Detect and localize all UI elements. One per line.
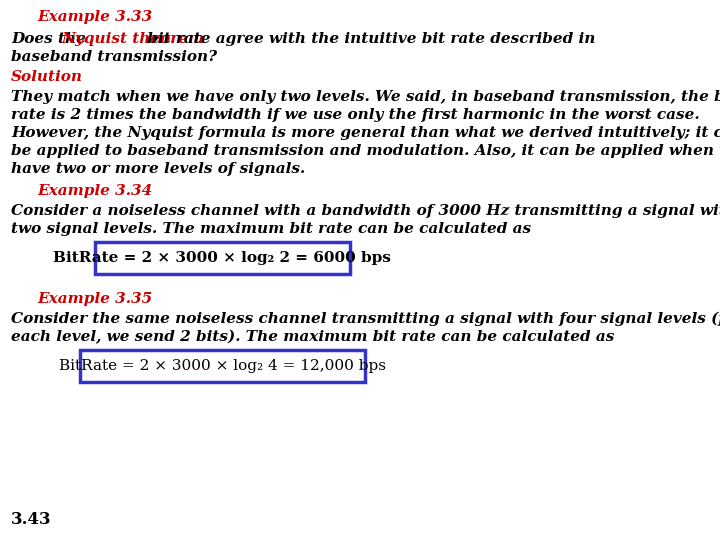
Text: have two or more levels of signals.: have two or more levels of signals. <box>11 162 305 176</box>
Text: rate is 2 times the bandwidth if we use only the first harmonic in the worst cas: rate is 2 times the bandwidth if we use … <box>11 108 700 122</box>
Text: Solution: Solution <box>11 70 83 84</box>
Text: Consider a noiseless channel with a bandwidth of 3000 Hz transmitting a signal w: Consider a noiseless channel with a band… <box>11 204 720 218</box>
Text: Example 3.35: Example 3.35 <box>37 292 153 306</box>
Text: Example 3.34: Example 3.34 <box>37 184 153 198</box>
Text: They match when we have only two levels. We said, in baseband transmission, the : They match when we have only two levels.… <box>11 90 720 104</box>
Text: bit rate agree with the intuitive bit rate described in: bit rate agree with the intuitive bit ra… <box>142 32 595 46</box>
Text: Does the: Does the <box>11 32 91 46</box>
Text: 3.43: 3.43 <box>11 511 52 528</box>
Text: each level, we send 2 bits). The maximum bit rate can be calculated as: each level, we send 2 bits). The maximum… <box>11 330 614 344</box>
FancyBboxPatch shape <box>95 242 350 274</box>
Text: baseband transmission?: baseband transmission? <box>11 50 217 64</box>
Text: BitRate = 2 × 3000 × log₂ 2 = 6000 bps: BitRate = 2 × 3000 × log₂ 2 = 6000 bps <box>53 251 391 265</box>
Text: Nyquist theorem: Nyquist theorem <box>61 32 204 46</box>
Text: BitRate = 2 × 3000 × log₂ 4 = 12,000 bps: BitRate = 2 × 3000 × log₂ 4 = 12,000 bps <box>59 359 386 373</box>
Text: However, the Nyquist formula is more general than what we derived intuitively; i: However, the Nyquist formula is more gen… <box>11 126 720 140</box>
Text: two signal levels. The maximum bit rate can be calculated as: two signal levels. The maximum bit rate … <box>11 222 531 236</box>
FancyBboxPatch shape <box>80 350 364 382</box>
Text: Consider the same noiseless channel transmitting a signal with four signal level: Consider the same noiseless channel tran… <box>11 312 720 326</box>
Text: Example 3.33: Example 3.33 <box>37 10 153 24</box>
Text: be applied to baseband transmission and modulation. Also, it can be applied when: be applied to baseband transmission and … <box>11 144 720 158</box>
